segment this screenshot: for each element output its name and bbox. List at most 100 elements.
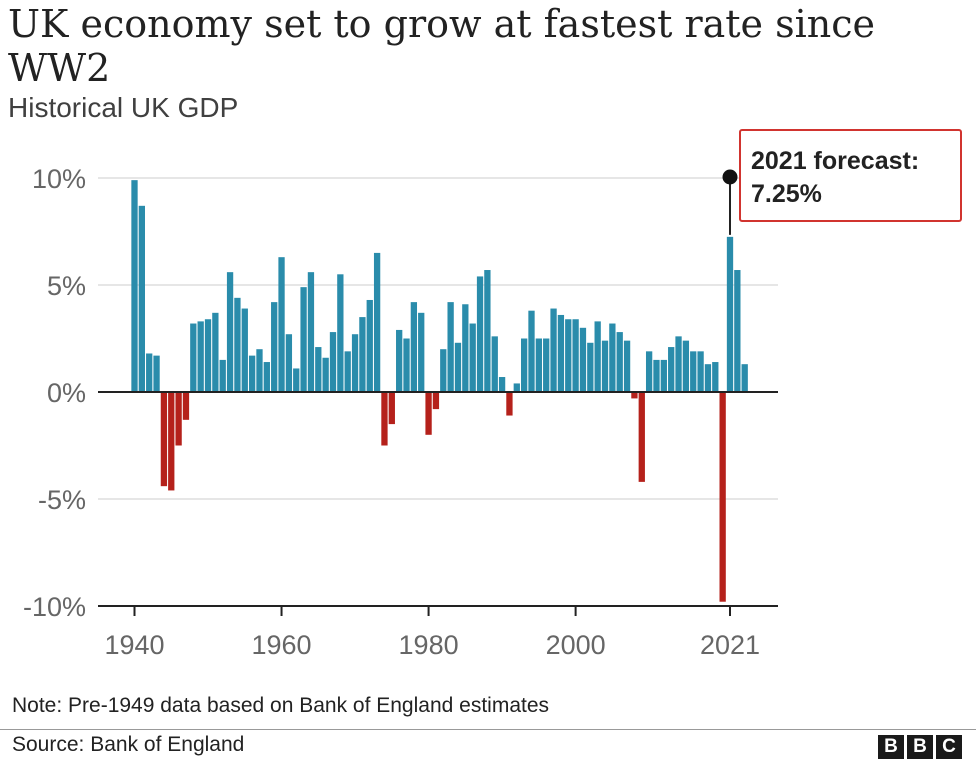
bar	[660, 359, 667, 392]
page-title: UK economy set to grow at fastest rate s…	[8, 2, 876, 90]
bar	[351, 334, 359, 392]
bar	[454, 342, 462, 392]
bar	[403, 338, 410, 392]
bar	[160, 392, 168, 487]
y-tick-label: 0%	[47, 378, 86, 408]
bar	[572, 319, 579, 392]
bar	[182, 392, 190, 420]
bar	[697, 351, 704, 392]
tick-labels: 10% 5% 0% -5% -10% 1940 1960 1980 2000 2021	[23, 164, 760, 660]
bbc-logo-letter: B	[907, 735, 933, 759]
bar	[241, 308, 248, 392]
x-tick-label: 1960	[251, 630, 311, 660]
forecast-callout: 2021 forecast: 7.25%	[739, 129, 962, 222]
x-tick-label: 2000	[546, 630, 606, 660]
bar	[271, 302, 278, 392]
bar	[425, 392, 432, 435]
bar	[168, 392, 175, 491]
bar	[609, 323, 616, 392]
bar	[623, 340, 631, 392]
bar	[396, 329, 403, 392]
bar	[690, 351, 697, 392]
bar	[719, 392, 726, 602]
bar	[410, 302, 418, 392]
bar	[359, 317, 366, 392]
bar	[146, 353, 153, 392]
bar	[197, 321, 204, 392]
bar	[234, 297, 241, 392]
bbc-logo-letter: C	[936, 735, 962, 759]
chart-note: Note: Pre-1949 data based on Bank of Eng…	[12, 694, 550, 717]
bar	[506, 392, 513, 416]
bar	[307, 272, 315, 392]
bar	[153, 355, 160, 392]
footer-divider	[0, 729, 976, 730]
bar	[212, 312, 219, 392]
bar	[256, 349, 263, 392]
forecast-callout-line1: 2021 forecast:	[751, 147, 920, 175]
y-tick-label: -10%	[23, 592, 86, 622]
bar	[381, 392, 388, 446]
bar	[521, 338, 528, 392]
forecast-dot	[722, 169, 738, 185]
bar	[631, 392, 638, 399]
bar	[337, 274, 344, 392]
bar	[668, 347, 675, 392]
bar	[138, 205, 145, 392]
bar	[344, 351, 351, 392]
bar	[498, 377, 506, 392]
bar	[248, 355, 256, 392]
bar	[704, 364, 712, 392]
bar	[543, 338, 550, 392]
bar	[616, 332, 623, 392]
axes	[98, 391, 778, 616]
bar	[675, 336, 682, 392]
bar	[682, 340, 690, 392]
bar	[594, 321, 601, 392]
bar	[741, 364, 748, 392]
bar	[528, 310, 535, 392]
bar	[226, 272, 234, 392]
grid-lines	[98, 177, 778, 500]
bar	[550, 308, 557, 392]
bar	[587, 342, 594, 392]
bar	[300, 287, 307, 392]
bar	[418, 312, 425, 392]
bar	[653, 359, 660, 392]
bars	[131, 180, 748, 602]
bar	[513, 383, 520, 392]
bar	[432, 392, 440, 410]
chart-subtitle: Historical UK GDP	[8, 92, 239, 123]
bar	[476, 276, 484, 392]
x-tick-label: 1980	[399, 630, 459, 660]
bar	[219, 359, 226, 392]
bar	[322, 357, 329, 392]
bar	[712, 362, 719, 392]
y-tick-label: 10%	[32, 164, 86, 194]
bar	[315, 347, 322, 392]
bar	[638, 392, 645, 482]
bar	[645, 351, 653, 392]
bar	[462, 304, 469, 392]
bar	[190, 323, 197, 392]
bar	[204, 319, 212, 392]
forecast-callout-value: 7.25%	[751, 180, 822, 208]
bar	[366, 299, 373, 392]
bar	[726, 236, 734, 392]
bar	[293, 368, 300, 392]
forecast-marker	[722, 169, 738, 235]
bar	[579, 327, 587, 392]
bar	[734, 270, 741, 392]
bar	[491, 336, 498, 392]
bar	[373, 252, 381, 392]
bar	[329, 332, 337, 392]
bar	[601, 340, 609, 392]
bar	[557, 314, 565, 392]
bbc-logo-letter: B	[878, 735, 904, 759]
bar	[285, 334, 293, 392]
y-tick-label: -5%	[38, 485, 86, 515]
bbc-logo: B B C	[878, 735, 962, 759]
bar	[484, 270, 491, 392]
x-tick-label: 1940	[104, 630, 164, 660]
bar	[440, 349, 447, 392]
